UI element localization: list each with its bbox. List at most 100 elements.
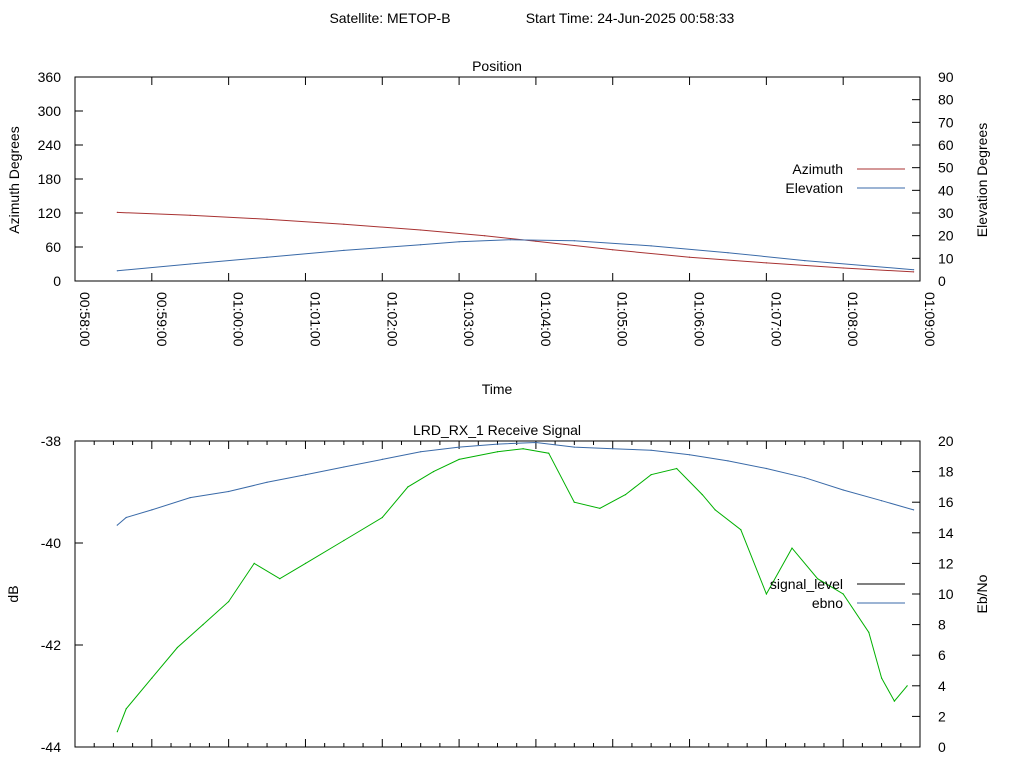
series-point (913, 271, 915, 273)
legend-label-Elevation: Elevation (785, 180, 843, 196)
series-point (458, 446, 460, 448)
x-tick-label: 01:01:00 (307, 292, 323, 347)
receive-series (116, 441, 915, 733)
series-point (304, 562, 307, 565)
series-point (116, 524, 118, 526)
series-point (381, 516, 383, 519)
series-point (266, 256, 268, 258)
y2-tick-label: 14 (938, 525, 954, 541)
series-point (765, 593, 768, 595)
series-point (612, 249, 614, 251)
series-point (343, 223, 345, 225)
y2-tick-label: 10 (938, 586, 954, 602)
y-tick-label: -38 (41, 433, 61, 449)
y2-tick-label: 20 (938, 433, 954, 449)
series-point (535, 441, 537, 444)
series-point (676, 467, 678, 470)
y-tick-label: 180 (38, 171, 62, 187)
series-point (842, 489, 844, 491)
series-point (228, 490, 230, 493)
series-point (266, 481, 268, 483)
position-legend: Azimuth Elevation (785, 161, 905, 196)
series-point (458, 458, 460, 460)
series-point (765, 262, 768, 264)
y2-tick-label: 70 (938, 114, 954, 130)
y-tick-label: 240 (38, 137, 62, 153)
y2-tick-label: 50 (938, 160, 954, 176)
series-point (804, 477, 806, 479)
series-point (548, 452, 550, 454)
series-point (458, 241, 460, 243)
series-point (116, 731, 118, 733)
y2-tick-label: 12 (938, 555, 954, 571)
position-x-axis-label: Time (482, 381, 513, 397)
series-point (573, 501, 575, 503)
series-point (420, 451, 422, 453)
y2-tick-label: 30 (938, 205, 954, 221)
series-point (253, 562, 255, 565)
series-point (650, 245, 652, 247)
position-plot-frame (74, 76, 921, 282)
y2-tick-label: 0 (938, 273, 946, 289)
receive-y-axis-label: dB (5, 585, 21, 602)
series-point (343, 539, 345, 542)
y2-tick-label: 40 (938, 182, 954, 198)
series-point (868, 631, 870, 633)
receive-plot-frame (74, 440, 921, 748)
y2-tick-label: 6 (938, 647, 946, 663)
legend-label-ebno: ebno (812, 595, 843, 611)
y2-tick-label: 16 (938, 494, 954, 510)
series-point (189, 497, 191, 499)
series-point (727, 252, 729, 254)
position-chart-title: Position (472, 58, 522, 74)
series-point (151, 677, 153, 679)
receive-axes: -44 -42 -40 -38 0 2 4 6 8 10 12 14 16 18 20 (41, 433, 954, 755)
y2-tick-label: 18 (938, 464, 954, 480)
series-point (650, 474, 652, 476)
series-point (116, 211, 118, 213)
series-point (714, 509, 716, 511)
y2-tick-label: 4 (938, 678, 946, 694)
x-tick-label: 01:05:00 (615, 292, 631, 347)
y-tick-label: -42 (41, 637, 61, 653)
series-point (116, 270, 118, 272)
series-point (496, 451, 499, 453)
x-tick-label: 00:59:00 (154, 292, 170, 347)
y2-tick-label: 8 (938, 617, 946, 633)
series-point (573, 446, 575, 448)
position-y2-axis-label: Elevation Degrees (974, 123, 990, 237)
y-tick-label: 360 (38, 69, 62, 85)
series-point (125, 708, 127, 710)
series-point (279, 578, 281, 580)
series-point (913, 269, 915, 271)
series-point (906, 685, 908, 687)
series-point (650, 449, 652, 451)
x-tick-label: 01:06:00 (692, 292, 708, 347)
series-point (343, 466, 345, 468)
series-point (420, 244, 422, 246)
x-tick-label: 01:09:00 (922, 292, 938, 347)
series-point (522, 448, 524, 450)
y-tick-label: 300 (38, 103, 62, 119)
receive-signal-chart-title: LRD_RX_1 Receive Signal (413, 422, 581, 438)
series-point (842, 593, 844, 595)
x-tick-label: 01:02:00 (384, 292, 400, 347)
position-y-axis-label: Azimuth Degrees (6, 126, 22, 233)
satellite-label: Satellite: METOP-B (329, 10, 450, 26)
series-point (913, 509, 915, 511)
series-point (420, 229, 422, 231)
receive-signal-chart: LRD_RX_1 Receive Signal -44 -42 -40 -38 0 2 4 6… (5, 422, 990, 755)
series-point (496, 443, 499, 445)
series-point (202, 624, 204, 626)
series-point (176, 646, 178, 649)
series-point (125, 516, 127, 519)
position-chart: Position 0 60 120 180 240 300 360 0 10 20 30 40 50 60… (6, 58, 990, 397)
legend-label-Azimuth: Azimuth (792, 161, 843, 177)
series-point (484, 235, 486, 237)
y2-tick-label: 2 (938, 708, 946, 724)
series-point (535, 240, 537, 242)
series-line-Azimuth (117, 211, 914, 273)
series-point (228, 601, 230, 603)
y-tick-label: -40 (41, 535, 61, 551)
series-point (151, 509, 153, 511)
